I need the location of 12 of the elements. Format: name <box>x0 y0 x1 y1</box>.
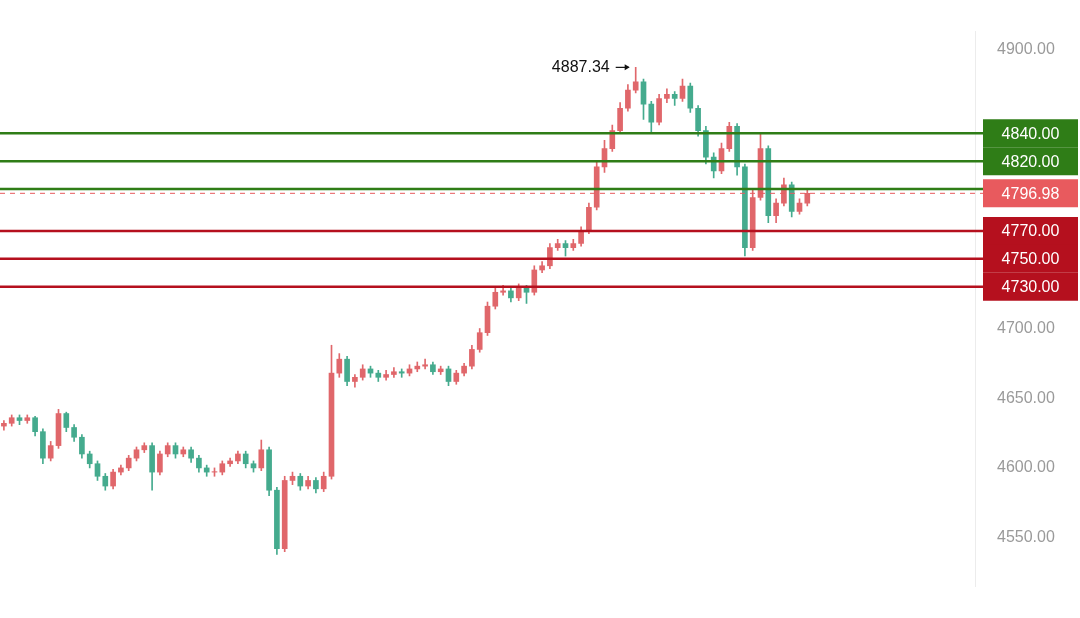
ref-line-label: 4840.00 <box>1001 124 1060 142</box>
y-tick-label: 4650.00 <box>997 388 1055 406</box>
y-tick-label: 4600.00 <box>997 458 1055 476</box>
annotation: 4887.34 <box>551 57 610 75</box>
ref-line-label: 4730.00 <box>1001 278 1060 296</box>
ref-line-label: 4796.98 <box>1001 184 1060 202</box>
y-tick-label: 4550.00 <box>997 528 1055 546</box>
ref-line-label: 4820.00 <box>1001 152 1060 170</box>
ref-line-label: 4750.00 <box>1001 250 1060 268</box>
ref-line-label: 4770.00 <box>1001 222 1060 240</box>
y-tick-label: 4700.00 <box>997 318 1055 336</box>
y-tick-label: 4900.00 <box>997 40 1055 58</box>
